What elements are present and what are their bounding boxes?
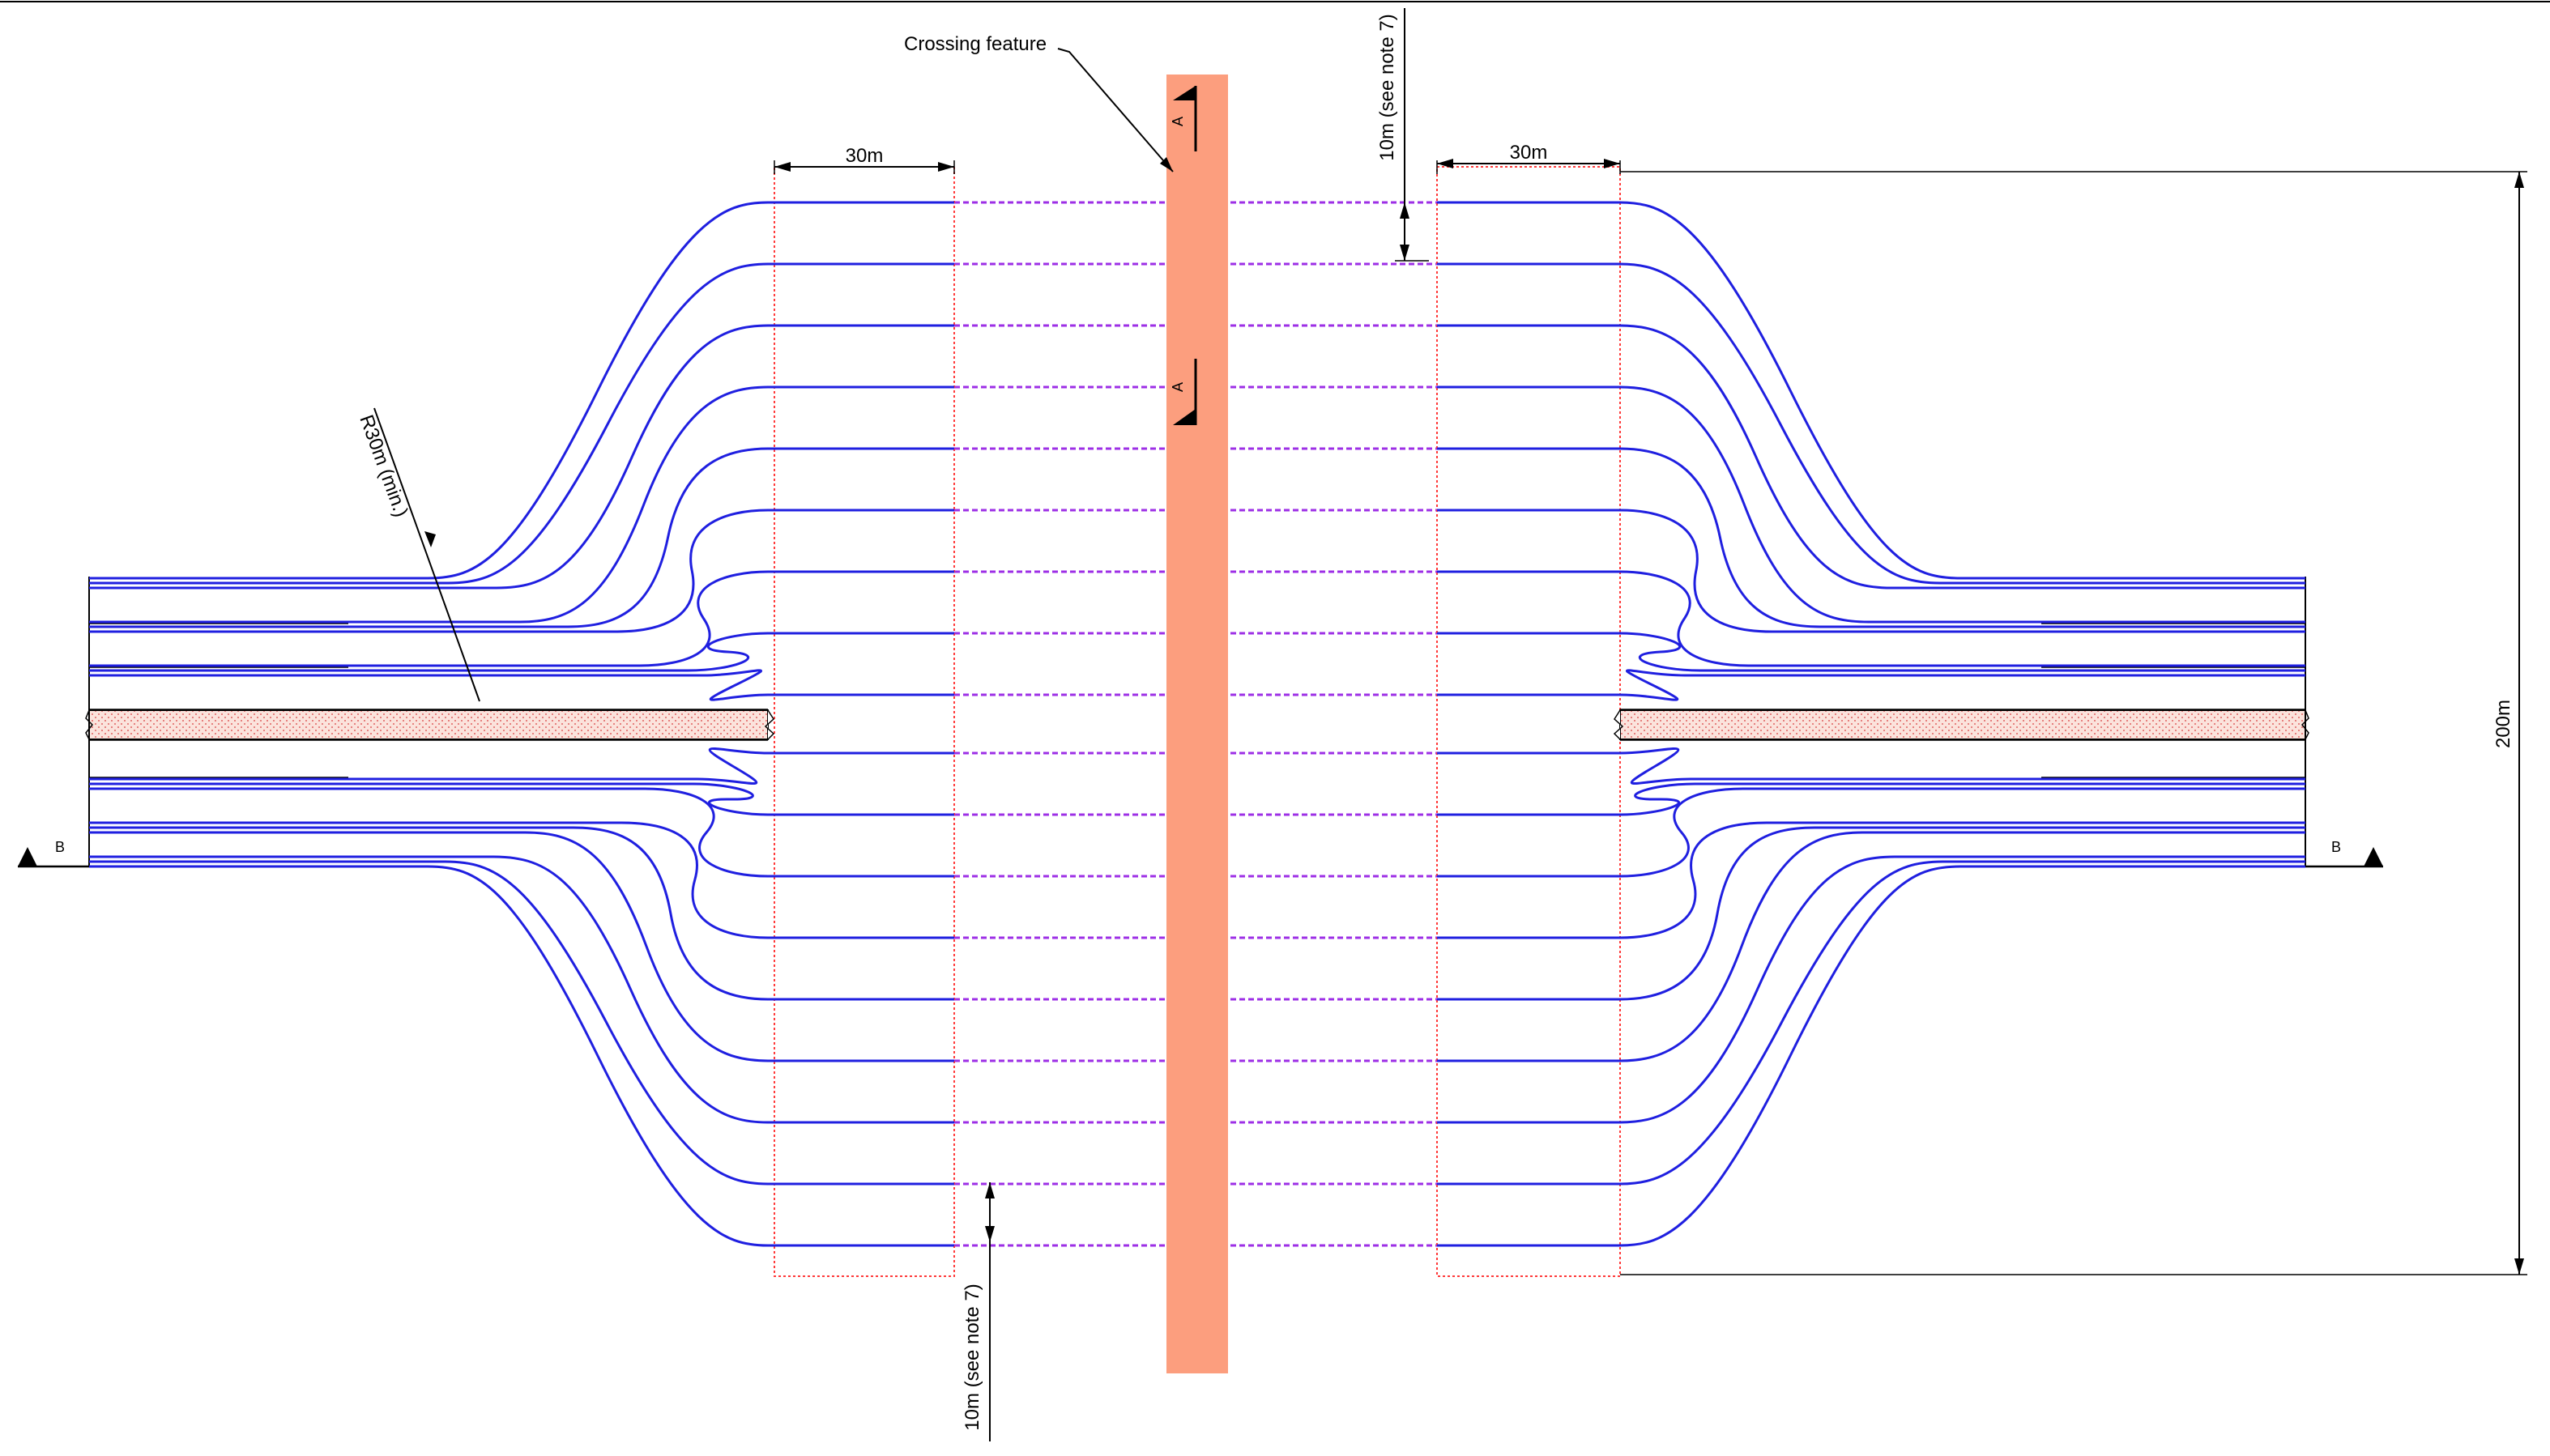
duct-line	[89, 570, 954, 667]
duct-line	[1437, 782, 2305, 816]
dimension-30m-left: 30m	[774, 145, 955, 174]
median-strip-left	[88, 709, 769, 740]
duct-line	[89, 632, 954, 672]
duct-line	[89, 262, 954, 585]
duct-line	[89, 782, 954, 816]
section-a-top-marker: A	[1170, 86, 1197, 151]
duct-line	[89, 855, 954, 1124]
offset-bottom-label: 10m (see note 7)	[962, 1284, 983, 1430]
width-right-label: 30m	[1510, 142, 1548, 164]
duct-line	[1437, 747, 2305, 785]
dimension-10m-bottom: 10m (see note 7)	[962, 1182, 995, 1441]
median-break-right-outer	[2301, 709, 2309, 740]
duct-lines	[89, 201, 2305, 1247]
duct-line	[89, 860, 954, 1186]
median-break-right-inner	[1613, 709, 1624, 740]
duct-line	[1437, 831, 2305, 1062]
duct-line	[1437, 860, 2305, 1186]
duct-line	[1437, 262, 2305, 585]
median-break-left-inner	[764, 709, 775, 740]
offset-top-label: 10m (see note 7)	[1376, 14, 1398, 160]
duct-line	[1437, 385, 2305, 624]
section-a-bottom-label: A	[1170, 382, 1186, 392]
section-a-top-label: A	[1170, 117, 1186, 126]
width-left-label: 30m	[846, 145, 884, 167]
duct-line	[89, 385, 954, 624]
crossing-feature-callout: Crossing feature	[904, 33, 1174, 172]
dimension-30m-right: 30m	[1436, 142, 1621, 174]
duct-line	[1437, 855, 2305, 1124]
dimension-200m-total: 200m	[1620, 171, 2527, 1275]
duct-line	[1437, 669, 2305, 701]
duct-line	[89, 669, 954, 701]
crossing-feature-label: Crossing feature	[904, 33, 1047, 55]
dimension-10m-top: 10m (see note 7)	[1376, 8, 1429, 262]
duct-line	[89, 821, 954, 939]
total-height-label: 200m	[2492, 700, 2514, 748]
duct-line	[89, 787, 954, 878]
duct-line	[89, 509, 954, 633]
duct-line	[1437, 821, 2305, 939]
duct-line	[89, 831, 954, 1062]
radius-callout: R30m (min.)	[355, 407, 480, 702]
duct-line	[89, 201, 954, 580]
duct-line	[1437, 447, 2305, 628]
duct-line	[1437, 324, 2305, 590]
duct-line	[1437, 826, 2305, 1001]
duct-line	[1437, 201, 2305, 580]
duct-line	[1437, 509, 2305, 633]
duct-line	[1437, 787, 2305, 878]
duct-line	[89, 826, 954, 1001]
section-b-right-label: B	[2331, 839, 2341, 855]
zone-outline-right	[1436, 166, 1621, 1277]
section-b-left-marker: B	[18, 839, 89, 868]
section-a-bottom-marker: A	[1170, 359, 1197, 425]
zone-outline-left	[774, 166, 955, 1277]
duct-line	[1437, 865, 2305, 1247]
crossing-feature-band	[1166, 75, 1228, 1373]
duct-line	[89, 865, 954, 1247]
median-break-left-outer	[85, 709, 94, 740]
radius-label: R30m (min.)	[355, 412, 412, 520]
duct-line	[1437, 632, 2305, 672]
section-b-right-marker: B	[2305, 839, 2383, 868]
median-strip-right	[1619, 709, 2306, 740]
duct-line	[89, 324, 954, 590]
section-b-left-label: B	[55, 839, 65, 855]
duct-line	[89, 747, 954, 785]
duct-line	[1437, 570, 2305, 667]
duct-line	[89, 447, 954, 628]
